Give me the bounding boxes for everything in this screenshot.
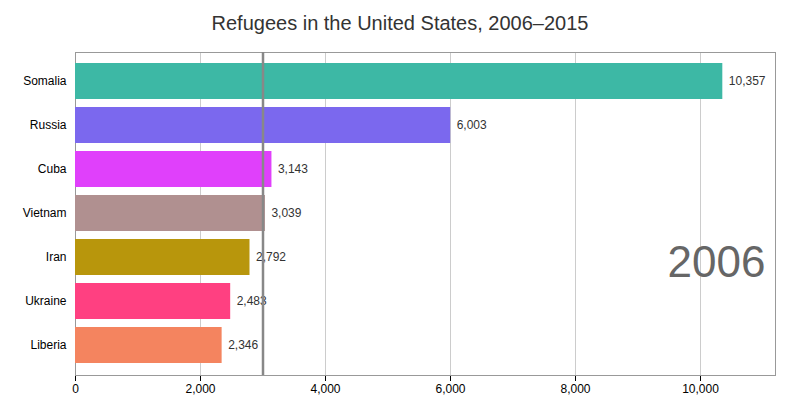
svg-text:6,003: 6,003 (457, 118, 487, 132)
svg-text:3,039: 3,039 (271, 206, 301, 220)
svg-text:2,000: 2,000 (185, 382, 215, 396)
svg-text:0: 0 (72, 382, 79, 396)
svg-text:2,792: 2,792 (256, 250, 286, 264)
svg-text:Ukraine: Ukraine (25, 294, 67, 308)
svg-text:Somalia: Somalia (23, 74, 67, 88)
svg-text:Vietnam: Vietnam (23, 206, 67, 220)
svg-text:8,000: 8,000 (560, 382, 590, 396)
svg-text:Iran: Iran (46, 250, 67, 264)
svg-text:2006: 2006 (668, 237, 766, 286)
svg-text:2,346: 2,346 (228, 338, 258, 352)
svg-text:4,000: 4,000 (310, 382, 340, 396)
html-text:Refugees in the United States,: Refugees in the United States, 2006–2015 (211, 12, 589, 34)
svg-text:Cuba: Cuba (38, 162, 67, 176)
svg-text:6,000: 6,000 (435, 382, 465, 396)
svg-text:Liberia: Liberia (30, 338, 66, 352)
svg-text:Russia: Russia (30, 118, 67, 132)
svg-text:10,357: 10,357 (729, 74, 766, 88)
svg-text:2,483: 2,483 (236, 294, 267, 309)
svg-text:10,000: 10,000 (682, 382, 719, 396)
svg-text:3,143: 3,143 (278, 162, 308, 176)
